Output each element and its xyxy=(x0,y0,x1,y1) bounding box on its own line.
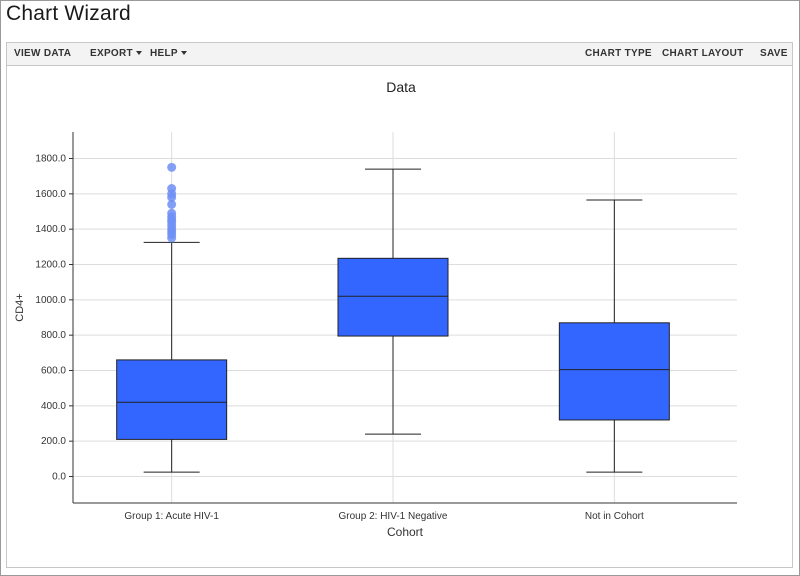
help-label: HELP xyxy=(150,48,178,59)
y-tick-label: 1200.0 xyxy=(35,260,66,271)
y-tick-label: 1800.0 xyxy=(35,154,66,165)
save-button[interactable]: SAVE xyxy=(760,48,788,59)
export-menu-button[interactable]: EXPORT xyxy=(90,43,142,65)
box-iqr xyxy=(337,257,449,337)
view-data-button[interactable]: VIEW DATA xyxy=(14,48,72,59)
page-title: Chart Wizard xyxy=(6,2,131,25)
y-tick-label: 0.0 xyxy=(52,472,66,483)
y-tick-label: 400.0 xyxy=(41,401,66,412)
x-tick-label: Group 1: Acute HIV-1 xyxy=(124,511,219,522)
x-axis-label: Cohort xyxy=(387,525,424,539)
y-tick-label: 1600.0 xyxy=(35,189,66,200)
box-plot-chart: Data 0.0 200.0 400.0 600.0 800.0 1000.0 1200.0 1… xyxy=(14,79,737,539)
outlier-point xyxy=(167,162,177,172)
chart-type-button[interactable]: CHART TYPE xyxy=(585,48,652,59)
box-iqr xyxy=(116,359,228,440)
y-axis-label: CD4+ xyxy=(14,293,26,321)
help-menu-button[interactable]: HELP xyxy=(150,43,187,65)
chart-title: Data xyxy=(386,79,416,95)
y-tick-label: 200.0 xyxy=(41,436,66,447)
y-tick-label: 800.0 xyxy=(41,330,66,341)
outlier-point xyxy=(167,184,177,194)
x-tick-label: Not in Cohort xyxy=(585,511,644,522)
y-tick-label: 600.0 xyxy=(41,366,66,377)
chart-layout-button[interactable]: CHART LAYOUT xyxy=(662,48,744,59)
box-iqr xyxy=(558,322,670,421)
outlier-point xyxy=(167,208,177,218)
outlier-point xyxy=(167,199,177,209)
chart-toolbar: VIEW DATA EXPORT HELP CHART TYPE CHART L… xyxy=(6,42,793,66)
x-tick-label: Group 2: HIV-1 Negative xyxy=(339,511,448,522)
caret-down-icon xyxy=(180,51,187,56)
y-tick-label: 1000.0 xyxy=(35,295,66,306)
export-label: EXPORT xyxy=(90,48,133,59)
caret-down-icon xyxy=(135,51,142,56)
chart-panel: Data 0.0 200.0 400.0 600.0 800.0 1000.0 1200.0 1… xyxy=(6,66,793,568)
y-tick-label: 1400.0 xyxy=(35,224,66,235)
